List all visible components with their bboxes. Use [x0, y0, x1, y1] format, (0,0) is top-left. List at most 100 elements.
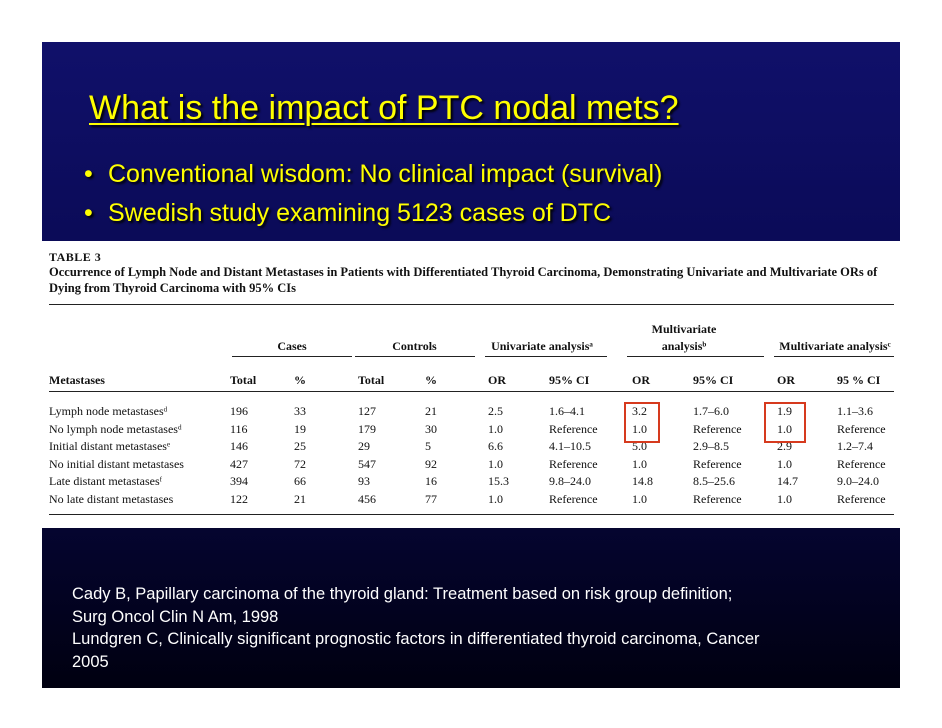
- bullet-list: • Conventional wisdom: No clinical impact…: [84, 155, 662, 233]
- table-cell: 93: [358, 474, 370, 489]
- group-header-multivariate-1-line2: analysisᵇ: [661, 339, 707, 353]
- slide-background: What is the impact of PTC nodal mets? • C…: [42, 42, 900, 688]
- group-header-multivariate-2: Multivariate analysisᶜ: [779, 339, 891, 353]
- table-cell: 21: [425, 404, 437, 418]
- group-rule-controls: [355, 356, 475, 357]
- table-cell: 16: [425, 474, 437, 489]
- table-cell: Reference: [693, 456, 742, 471]
- column-header: %: [294, 373, 306, 387]
- column-header: 95 % CI: [837, 373, 881, 387]
- table-cell: Reference: [549, 421, 598, 436]
- table-cell: 1.0: [632, 456, 647, 471]
- table-cell: 14.8: [632, 474, 653, 489]
- group-header-cases: Cases: [277, 339, 307, 353]
- table-cell: 72: [294, 456, 306, 471]
- table-cell: 29: [358, 439, 370, 454]
- table-cell: 1.0: [488, 492, 503, 506]
- table-cell: 30: [425, 421, 437, 436]
- table-cell: Reference: [549, 492, 598, 506]
- group-header-univariate: Univariate analysisᵃ: [491, 339, 593, 353]
- table-cell: 1.9: [777, 404, 792, 418]
- table-cell: 15.3: [488, 474, 509, 489]
- table-label: TABLE 3: [49, 250, 102, 264]
- table-cell: 9.8–24.0: [549, 474, 591, 489]
- table-cell: 21: [294, 492, 306, 506]
- group-rule-multivariate-2: [774, 356, 894, 357]
- table-cell: 8.5–25.6: [693, 474, 735, 489]
- bullet-icon: •: [84, 160, 93, 188]
- table-cell: 14.7: [777, 474, 798, 489]
- table-cell: Reference: [549, 456, 598, 471]
- row-label: Late distant metastasesᶠ: [49, 474, 163, 489]
- table-image-panel: TABLE 3 Occurrence of Lymph Node and Dis…: [42, 241, 900, 528]
- table-cell: 456: [358, 492, 376, 506]
- table-cell: Reference: [837, 492, 886, 506]
- highlight-box-multivariate-1: [624, 402, 660, 443]
- header-bottom-rule: [49, 391, 894, 392]
- table-cell: 427: [230, 456, 248, 471]
- row-label: Initial distant metastasesᵉ: [49, 439, 171, 454]
- column-header: 95% CI: [549, 373, 590, 387]
- table-cell: Reference: [693, 492, 742, 506]
- table-cell: 2.5: [488, 404, 503, 418]
- group-rule-cases: [232, 356, 352, 357]
- table-cell: 1.1–3.6: [837, 404, 873, 418]
- citation-line: Cady B, Papillary carcinoma of the thyro…: [72, 585, 733, 603]
- table-cell: 1.0: [777, 456, 792, 471]
- row-label: No lymph node metastasesᵈ: [49, 421, 182, 436]
- table-cell: 1.6–4.1: [549, 404, 585, 418]
- column-header: OR: [777, 373, 795, 387]
- table-cell: 1.0: [777, 492, 792, 506]
- table-cell: 146: [230, 439, 248, 454]
- group-rule-multivariate-1: [627, 356, 764, 357]
- bullet-icon: •: [84, 199, 93, 227]
- table-bottom-rule: [49, 514, 894, 515]
- bullet-text: Swedish study examining 5123 cases of DT…: [108, 199, 612, 227]
- table-cell: 1.7–6.0: [693, 404, 729, 418]
- table-cell: 179: [358, 421, 376, 436]
- column-header: %: [425, 373, 437, 387]
- table-cell: 196: [230, 404, 248, 418]
- table-cell: 1.0: [632, 492, 647, 506]
- table-cell: 1.0: [488, 456, 503, 471]
- table-caption: Occurrence of Lymph Node and Distant Met…: [49, 265, 878, 295]
- table-cell: Reference: [837, 421, 886, 436]
- table-cell: 77: [425, 492, 437, 506]
- table-cell: 1.0: [632, 421, 647, 436]
- table-cell: 116: [230, 421, 248, 436]
- row-label: No initial distant metastases: [49, 456, 184, 471]
- table-top-rule: [49, 304, 894, 305]
- table-cell: 1.2–7.4: [837, 439, 873, 454]
- table-cell: Reference: [693, 421, 742, 436]
- column-header: Total: [358, 373, 385, 387]
- group-rule-univariate: [485, 356, 607, 357]
- table-cell: 19: [294, 421, 306, 436]
- column-header: OR: [488, 373, 506, 387]
- column-header: 95% CI: [693, 373, 734, 387]
- table-cell: 4.1–10.5: [549, 439, 591, 454]
- column-header: Metastases: [49, 373, 105, 387]
- bullet-text: Conventional wisdom: No clinical impact …: [108, 160, 663, 188]
- table-cell: 25: [294, 439, 306, 454]
- table-cell: 394: [230, 474, 248, 489]
- citation-line: 2005: [72, 652, 109, 671]
- table-cell: 92: [425, 456, 437, 471]
- table-cell: 66: [294, 474, 306, 489]
- group-header-controls: Controls: [392, 339, 437, 353]
- table-cell: 33: [294, 404, 306, 418]
- table-cell: 3.2: [632, 404, 647, 418]
- citation-line: Lundgren C, Clinically significant progn…: [72, 630, 760, 648]
- table-cell: 2.9–8.5: [693, 439, 729, 454]
- citations: Cady B, Papillary carcinoma of the thyro…: [72, 583, 872, 673]
- column-header: Total: [230, 373, 257, 387]
- table-cell: 5: [425, 439, 431, 454]
- citation-line: Surg Oncol Clin N Am, 1998: [72, 607, 279, 626]
- table-cell: 9.0–24.0: [837, 474, 879, 489]
- bullet-item: • Swedish study examining 5123 cases of D…: [84, 194, 662, 233]
- table-cell: 547: [358, 456, 376, 471]
- bullet-item: • Conventional wisdom: No clinical impact…: [84, 155, 662, 194]
- highlight-box-multivariate-2: [764, 402, 806, 443]
- table-cell: 1.0: [488, 421, 503, 436]
- table-cell: Reference: [837, 456, 886, 471]
- column-header: OR: [632, 373, 650, 387]
